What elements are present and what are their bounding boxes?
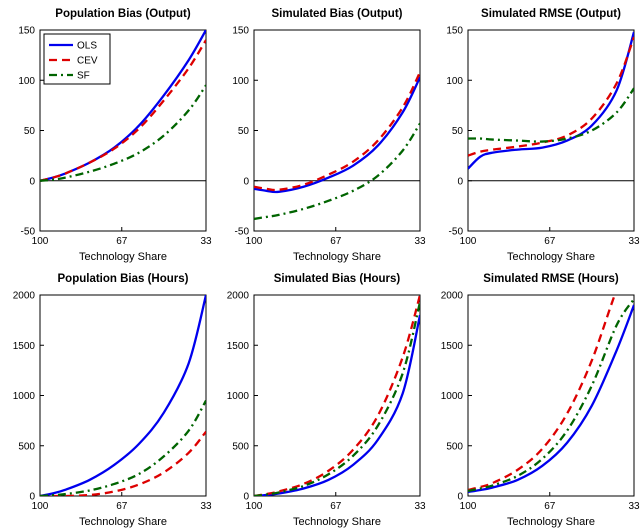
subplot-simulated-rmse-output: Simulated RMSE (Output) -50 0 50 100 150 100 6…	[428, 0, 642, 265]
svg-text:67: 67	[544, 501, 556, 512]
svg-text:500: 500	[446, 441, 463, 452]
svg-text:150: 150	[446, 26, 463, 37]
x-axis-label: Technology Share	[292, 516, 382, 528]
svg-text:100: 100	[246, 501, 263, 512]
x-axis-label: Technology Share	[292, 251, 382, 263]
svg-text:500: 500	[232, 441, 249, 452]
svg-text:1000: 1000	[441, 391, 464, 402]
svg-text:150: 150	[18, 26, 35, 37]
plot-title: Simulated Bias (Hours)	[273, 273, 401, 285]
subplot-simulated-bias-hours: Simulated Bias (Hours) 0 500 1000 1500 2000 1…	[214, 265, 428, 530]
simulated-rmse-output-chart: -50 0 50 100 150 100 67 33	[446, 26, 640, 247]
svg-text:500: 500	[18, 441, 35, 452]
x-axis-label: Technology Share	[506, 516, 596, 528]
svg-text:-50: -50	[235, 227, 250, 238]
svg-text:50: 50	[24, 126, 36, 137]
svg-text:-50: -50	[21, 227, 36, 238]
svg-text:OLS: OLS	[77, 41, 97, 52]
x-axis-label: Technology Share	[78, 251, 168, 263]
svg-text:100: 100	[32, 501, 49, 512]
svg-text:33: 33	[628, 236, 640, 247]
x-axis-label: Technology Share	[78, 516, 168, 528]
svg-text:1500: 1500	[13, 341, 36, 352]
subplot-population-bias-output: Population Bias (Output) -50 0 50 100 150 100…	[0, 0, 214, 265]
svg-text:67: 67	[116, 236, 128, 247]
simulated-bias-output-chart: -50 0 50 100 150 100 67 33	[232, 26, 426, 247]
plot-title: Simulated Bias (Output)	[271, 8, 403, 20]
subplot-simulated-rmse-hours: Simulated RMSE (Hours) 0 500 1000 1500 2000 1…	[428, 265, 642, 530]
svg-text:2000: 2000	[13, 291, 36, 302]
svg-text:SF: SF	[77, 71, 90, 82]
svg-text:1500: 1500	[441, 341, 464, 352]
svg-text:100: 100	[446, 76, 463, 87]
svg-text:33: 33	[414, 236, 426, 247]
svg-text:0: 0	[457, 492, 463, 503]
svg-text:100: 100	[232, 76, 249, 87]
svg-text:100: 100	[460, 501, 477, 512]
plot-title: Population Bias (Output)	[55, 8, 191, 20]
subplot-simulated-bias-output: Simulated Bias (Output) -50 0 50 100 150 100 6…	[214, 0, 428, 265]
svg-text:100: 100	[18, 76, 35, 87]
svg-text:67: 67	[116, 501, 128, 512]
svg-text:0: 0	[457, 176, 463, 187]
svg-text:33: 33	[628, 501, 640, 512]
svg-text:100: 100	[460, 236, 477, 247]
svg-text:-50: -50	[449, 227, 464, 238]
subplot-population-bias-hours: Population Bias (Hours) 0 500 1000 1500 2000…	[0, 265, 214, 530]
svg-text:150: 150	[232, 26, 249, 37]
svg-text:33: 33	[200, 501, 212, 512]
svg-text:1500: 1500	[227, 341, 250, 352]
svg-text:67: 67	[330, 501, 342, 512]
svg-text:2000: 2000	[441, 291, 464, 302]
svg-text:0: 0	[243, 492, 249, 503]
svg-text:67: 67	[330, 236, 342, 247]
svg-text:1000: 1000	[227, 391, 250, 402]
svg-text:50: 50	[238, 126, 250, 137]
svg-text:33: 33	[200, 236, 212, 247]
svg-text:100: 100	[32, 236, 49, 247]
svg-text:CEV: CEV	[77, 56, 98, 67]
svg-text:100: 100	[246, 236, 263, 247]
population-bias-hours-chart: 0 500 1000 1500 2000 100 67 33	[13, 291, 212, 512]
plot-title: Simulated RMSE (Output)	[481, 8, 621, 20]
plot-title: Simulated RMSE (Hours)	[483, 273, 619, 285]
simulated-bias-hours-chart: 0 500 1000 1500 2000 100 67 33	[227, 291, 426, 512]
svg-text:0: 0	[29, 176, 35, 187]
population-bias-output-chart: -50 0 50 100 150 100 67 33 OLS CEV SF	[18, 26, 212, 247]
x-axis-label: Technology Share	[506, 251, 596, 263]
svg-text:1000: 1000	[13, 391, 36, 402]
plot-title: Population Bias (Hours)	[57, 273, 189, 285]
svg-text:33: 33	[414, 501, 426, 512]
svg-text:0: 0	[243, 176, 249, 187]
simulated-rmse-hours-chart: 0 500 1000 1500 2000 100 67 33	[441, 291, 640, 512]
svg-text:0: 0	[29, 492, 35, 503]
svg-text:67: 67	[544, 236, 556, 247]
svg-text:50: 50	[452, 126, 464, 137]
svg-text:2000: 2000	[227, 291, 250, 302]
